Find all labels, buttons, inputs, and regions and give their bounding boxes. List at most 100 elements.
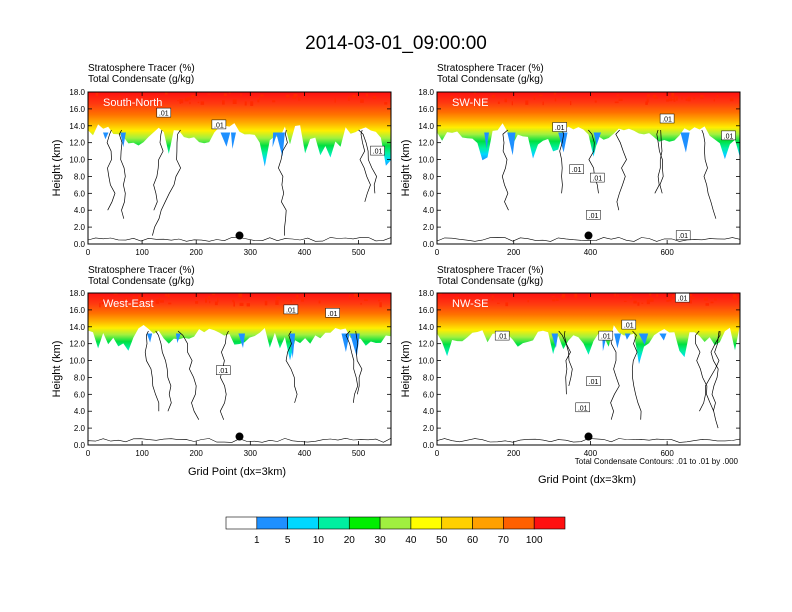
tracer-speckle <box>124 297 128 300</box>
y-tick-label: 14.0 <box>69 122 85 131</box>
colorbar-swatch <box>533 516 566 530</box>
tracer-speckle <box>646 98 649 103</box>
tracer-speckle <box>656 294 659 297</box>
contour-label: .01 <box>497 334 507 341</box>
contour-label: .01 <box>578 405 588 412</box>
boundary-layer-contour <box>437 438 740 443</box>
tracer-speckle <box>646 299 650 305</box>
location-marker <box>235 432 244 441</box>
y-tick-label: 6.0 <box>423 189 435 198</box>
panel-west-east: Stratosphere Tracer (%) Total Condensate… <box>51 265 392 478</box>
tracer-intrusion <box>103 132 109 140</box>
tracer-speckle <box>539 94 543 97</box>
y-tick-label: 6.0 <box>423 390 435 399</box>
tracer-speckle <box>652 95 657 98</box>
contour-label-box <box>586 376 601 386</box>
tracer-speckle <box>562 96 566 99</box>
x-tick-label: 0 <box>86 449 91 458</box>
tracer-speckle <box>260 94 264 97</box>
y-tick-label: 14.0 <box>418 323 434 332</box>
colorbar-label: 10 <box>313 535 325 546</box>
tracer-speckle <box>542 101 544 106</box>
condensate-contour <box>153 129 164 211</box>
colorbar-label: 50 <box>436 535 448 546</box>
x-tick-label: 0 <box>435 248 440 257</box>
tracer-speckle <box>168 293 170 299</box>
tracer-speckle <box>704 297 708 301</box>
condensate-contour <box>155 330 172 412</box>
tracer-speckle <box>296 294 299 299</box>
tracer-speckle <box>250 101 254 106</box>
boundary-layer-contour <box>88 437 391 443</box>
tracer-speckle <box>574 293 578 298</box>
y-tick-label: 4.0 <box>423 206 435 215</box>
subtitle-condensate: Total Condensate (g/kg) <box>88 74 194 85</box>
x-tick-label: 600 <box>660 449 674 458</box>
subtitle-tracer: Stratosphere Tracer (%) <box>88 63 195 74</box>
panel-name: NW-SE <box>452 298 488 310</box>
y-tick-label: 12.0 <box>418 340 434 349</box>
location-marker <box>584 432 593 441</box>
contour-label-box <box>325 308 340 318</box>
tracer-speckle <box>191 95 195 98</box>
colorbar-label: 5 <box>285 535 291 546</box>
tracer-speckle <box>525 100 529 105</box>
tracer-speckle <box>646 94 650 98</box>
contour-label-box <box>552 122 567 132</box>
tracer-speckle <box>645 101 648 105</box>
tracer-speckle <box>276 296 281 300</box>
colorbar-label: 20 <box>344 535 356 546</box>
tracer-speckle <box>217 297 219 303</box>
tracer-speckle <box>688 299 692 304</box>
tracer-speckle <box>562 294 566 299</box>
y-tick-label: 2.0 <box>423 223 435 232</box>
contour-label: .01 <box>589 379 599 386</box>
tracer-speckle <box>259 97 260 100</box>
plot-frame <box>87 91 392 245</box>
contour-label-box <box>283 304 299 315</box>
tracer-speckle <box>372 96 377 99</box>
tracer-speckle <box>554 92 556 95</box>
tracer-speckle <box>384 102 388 105</box>
tracer-speckle <box>272 100 276 103</box>
colorbar-swatch <box>318 516 350 530</box>
tracer-speckle <box>649 293 652 296</box>
contour-label: .01 <box>601 334 611 341</box>
y-tick-label: 16.0 <box>418 105 434 114</box>
x-axis-label: Grid Point (dx=3km) <box>538 474 636 486</box>
condensate-contour <box>615 129 627 211</box>
tracer-band <box>88 293 391 361</box>
contour-label-box <box>211 119 227 130</box>
tracer-speckle <box>713 99 715 102</box>
tracer-speckle <box>693 97 696 100</box>
x-tick-label: 0 <box>86 248 91 257</box>
tracer-speckle <box>641 302 644 304</box>
tracer-speckle <box>195 301 199 304</box>
y-tick-label: 12.0 <box>69 139 85 148</box>
tracer-speckle <box>729 98 734 102</box>
tracer-speckle <box>685 98 688 101</box>
tracer-speckle <box>551 296 555 298</box>
panel-nw-se: Stratosphere Tracer (%) Total Condensate… <box>400 265 741 486</box>
y-tick-label: 8.0 <box>74 172 86 181</box>
tracer-speckle <box>504 98 507 103</box>
condensate-contour <box>559 129 565 194</box>
y-axis-label: Height (km) <box>51 140 63 197</box>
contour-label: .01 <box>555 125 565 132</box>
y-tick-label: 14.0 <box>418 122 434 131</box>
tracer-intrusion <box>484 132 489 149</box>
y-tick-label: 0.0 <box>423 441 435 450</box>
tracer-speckle <box>616 94 619 97</box>
x-tick-label: 300 <box>244 449 258 458</box>
contour-label-box <box>598 330 614 341</box>
location-marker <box>584 231 593 240</box>
panel-name: SW-NE <box>452 97 488 109</box>
contour-label-box <box>659 113 675 124</box>
tracer-speckle <box>214 301 218 306</box>
tracer-intrusion <box>120 132 126 148</box>
tracer-speckle <box>714 298 717 301</box>
panel-south-north: Stratosphere Tracer (%) Total Condensate… <box>51 63 392 257</box>
tracer-speckle <box>710 301 714 304</box>
colorbar-swatch <box>287 516 319 530</box>
tracer-speckle <box>99 302 101 308</box>
